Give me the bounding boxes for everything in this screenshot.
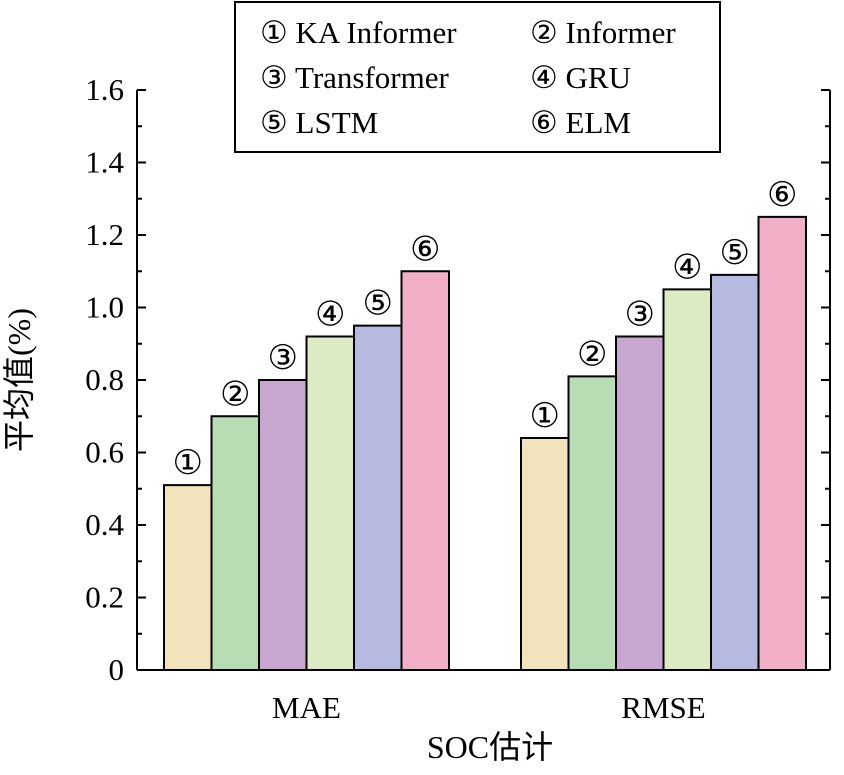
- axes: 0 0.2 0.4 0.6 0.8 1.0 1.2 1.4 1.6 MAE RMSE: [85, 72, 831, 725]
- y-tick-label: 0.4: [85, 507, 124, 542]
- bar-marker-label: ①: [530, 398, 560, 435]
- y-axis-title: 平均值(%): [1, 308, 37, 452]
- bar: [210, 415, 260, 671]
- bar: [520, 437, 570, 671]
- bar: [400, 270, 450, 671]
- bar: [258, 379, 308, 671]
- legend-entry: ④ GRU: [530, 60, 631, 95]
- y-tick-label: 1.4: [85, 145, 124, 180]
- y-tick-label: 1.0: [85, 290, 124, 325]
- bar-marker-label: ③: [268, 340, 298, 377]
- legend: ① KA Informer ② Informer ③ Transformer ④ GR…: [234, 1, 721, 153]
- bar-marker-label: ⑤: [720, 235, 750, 272]
- bar: [615, 335, 665, 671]
- y-tick-label: 0.6: [85, 435, 124, 470]
- legend-box: [234, 1, 721, 153]
- y-tick-label: 0.2: [85, 580, 124, 615]
- bar: [305, 335, 355, 671]
- x-axis-title: SOC估计: [427, 729, 553, 765]
- bar: [662, 288, 712, 671]
- bar: [353, 324, 403, 671]
- bar-marker-label: ④: [672, 249, 702, 286]
- bar-marker-label: ②: [577, 336, 607, 373]
- legend-entry: ① KA Informer: [260, 15, 457, 50]
- bar: [163, 484, 213, 671]
- bar: [567, 375, 617, 671]
- legend-entry: ② Informer: [530, 15, 676, 50]
- bar: [757, 215, 807, 671]
- bar-marker-label: ⑥: [410, 231, 440, 268]
- y-tick-label: 1.2: [85, 217, 124, 252]
- legend-entry: ⑥ ELM: [530, 105, 631, 140]
- bar-marker-label: ①: [173, 445, 203, 482]
- bar-marker-label: ⑥: [767, 177, 797, 214]
- y-tick-label: 0: [109, 652, 125, 687]
- bar-marker-label: ②: [220, 376, 250, 413]
- x-tick-label: RMSE: [621, 690, 705, 725]
- bar: [710, 273, 760, 671]
- legend-entry: ⑤ LSTM: [260, 105, 378, 140]
- y-tick-label: 1.6: [85, 72, 124, 107]
- y-tick-label: 0.8: [85, 362, 124, 397]
- bar-marker-label: ④: [315, 297, 345, 334]
- legend-entry: ③ Transformer: [260, 60, 449, 95]
- bar-marker-label: ③: [625, 297, 655, 334]
- x-tick-label: MAE: [272, 690, 341, 725]
- bars: [163, 215, 807, 671]
- bar-marker-label: ⑤: [363, 286, 393, 323]
